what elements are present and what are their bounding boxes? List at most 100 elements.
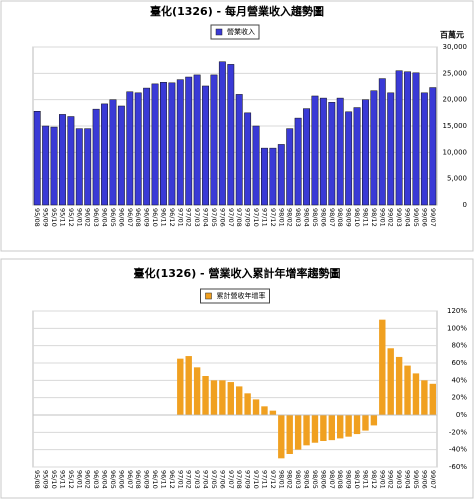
legend: 累計營收年增率	[200, 288, 270, 304]
x-tick-label: 97/04	[202, 470, 210, 489]
x-tick-label: 99/05	[412, 208, 420, 227]
x-tick-label: 98/04	[303, 470, 311, 489]
x-tick-label: 98/06	[319, 208, 327, 227]
x-tick-label: 96/03	[92, 470, 100, 489]
bar	[278, 415, 285, 459]
x-tick-label: 97/03	[193, 208, 201, 227]
x-tick-label: 96/05	[109, 470, 117, 489]
y-tick-label: 80%	[451, 342, 467, 350]
bar	[345, 111, 353, 206]
x-tick-label: 97/07	[227, 470, 235, 489]
x-tick-label: 98/12	[370, 470, 378, 489]
x-tick-label: 96/01	[75, 470, 83, 489]
x-tick-label: 96/11	[159, 470, 167, 489]
bar	[185, 76, 193, 206]
x-tick-label: 99/04	[404, 470, 412, 489]
x-tick-label: 98/09	[345, 208, 353, 227]
x-tick-label: 96/12	[168, 208, 176, 227]
bar	[412, 373, 420, 415]
x-tick-label: 96/05	[109, 208, 117, 227]
x-tick-label: 98/02	[286, 208, 294, 227]
bar	[303, 415, 310, 446]
x-tick-label: 95/09	[42, 470, 50, 489]
x-tick-label: 97/04	[202, 208, 210, 227]
y-tick-label: 5,000	[447, 175, 467, 183]
bar	[362, 415, 369, 431]
x-tick-label: 96/08	[134, 208, 142, 227]
x-tick-label: 99/04	[404, 208, 412, 227]
y-tick-label: -40%	[449, 446, 467, 454]
bar	[328, 415, 335, 441]
bar	[202, 376, 209, 415]
bar	[429, 87, 437, 206]
y-tick-label: 25,000	[443, 69, 468, 77]
bar	[143, 87, 151, 206]
x-tick-label: 96/09	[143, 470, 151, 489]
x-tick-label: 98/12	[370, 208, 378, 227]
y-tick-label: 0	[463, 201, 467, 209]
bar	[126, 91, 134, 206]
bar	[379, 319, 386, 415]
x-tick-label: 99/06	[420, 208, 428, 227]
x-tick-label: 98/03	[294, 208, 302, 227]
chart-title: 臺化(1326) - 每月營業收入趨勢圖	[150, 4, 324, 18]
bar	[176, 79, 184, 206]
y-tick-label: 100%	[447, 324, 467, 332]
bar	[353, 107, 361, 206]
legend-label: 營業收入	[227, 27, 255, 36]
bar	[421, 380, 428, 415]
bar	[345, 415, 352, 437]
x-tick-label: 98/07	[328, 470, 336, 489]
x-tick-label: 98/10	[353, 208, 361, 227]
y-tick-label: 0%	[456, 411, 467, 419]
bar	[294, 415, 302, 450]
y-tick-label: 15,000	[443, 122, 468, 130]
bar	[303, 108, 310, 206]
bar	[387, 92, 395, 206]
bar	[84, 128, 92, 206]
bar	[378, 78, 386, 206]
chart-title: 臺化(1326) - 營業收入累計年增率趨勢圖	[134, 266, 341, 280]
bar	[395, 70, 403, 206]
legend-swatch	[205, 292, 212, 300]
x-tick-label: 96/02	[84, 208, 92, 227]
bar	[50, 126, 58, 206]
x-tick-label: 97/05	[210, 470, 218, 489]
bar	[59, 114, 66, 206]
bar	[244, 393, 251, 415]
x-tick-label: 97/11	[260, 470, 268, 489]
x-tick-label: 97/08	[235, 208, 243, 227]
y-tick-label: 20%	[451, 394, 467, 402]
bar	[353, 415, 361, 435]
bar	[244, 112, 252, 206]
x-tick-label: 98/08	[336, 470, 344, 489]
x-tick-label: 99/03	[395, 208, 403, 227]
x-tick-label: 97/01	[176, 470, 184, 489]
bar	[387, 348, 394, 415]
bar	[236, 386, 243, 415]
x-tick-label: 99/02	[387, 470, 395, 489]
x-tick-label: 95/10	[50, 470, 58, 489]
x-tick-label: 96/03	[92, 208, 100, 227]
x-tick-label: 98/04	[303, 208, 311, 227]
legend-swatch	[215, 28, 223, 36]
bar	[286, 128, 294, 206]
x-tick-label: 98/03	[294, 470, 302, 489]
bar	[75, 128, 83, 206]
bar	[210, 380, 218, 415]
x-tick-label: 95/10	[50, 208, 58, 227]
bar	[218, 61, 226, 206]
bar	[101, 103, 108, 206]
legend: 營業收入	[210, 24, 260, 40]
bar	[168, 82, 176, 206]
bar	[227, 64, 235, 206]
x-tick-label: 99/07	[429, 470, 437, 489]
bar	[134, 92, 142, 206]
plot-area	[32, 310, 438, 468]
bar	[193, 367, 201, 415]
bar	[362, 99, 369, 206]
bar	[286, 415, 293, 454]
x-tick-label: 96/06	[117, 208, 125, 227]
x-tick-label: 96/06	[117, 470, 125, 489]
bar	[420, 92, 428, 206]
